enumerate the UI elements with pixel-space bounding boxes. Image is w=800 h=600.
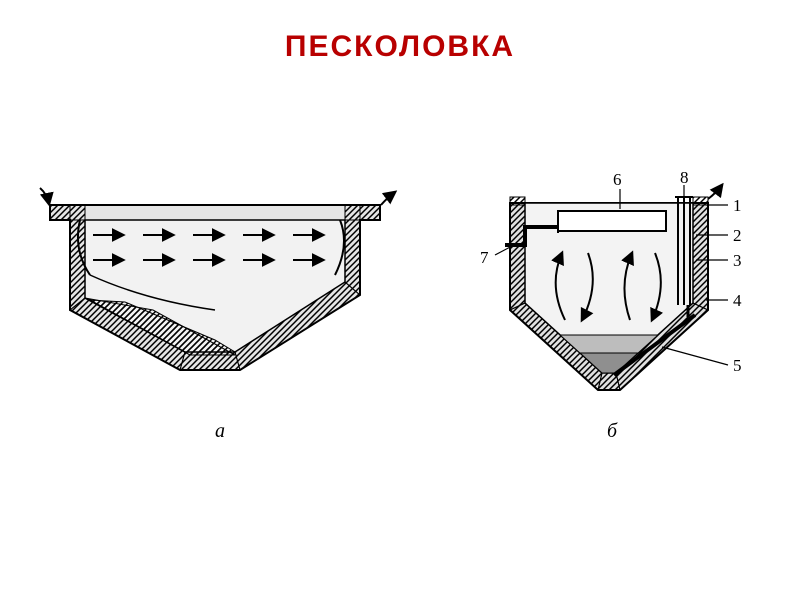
label-6: 6 (613, 170, 622, 190)
page-title: ПЕСКОЛОВКА (0, 30, 800, 64)
diagram-a (35, 180, 435, 430)
label-3: 3 (733, 251, 742, 271)
diagram-a-caption: а (215, 420, 225, 443)
label-5: 5 (733, 356, 742, 376)
label-2: 2 (733, 226, 742, 246)
diagram-b-caption: б (607, 420, 617, 443)
label-4: 4 (733, 291, 742, 311)
label-1: 1 (733, 196, 742, 216)
label-8: 8 (680, 168, 689, 188)
diagram-b (470, 175, 765, 430)
label-7: 7 (480, 248, 489, 268)
